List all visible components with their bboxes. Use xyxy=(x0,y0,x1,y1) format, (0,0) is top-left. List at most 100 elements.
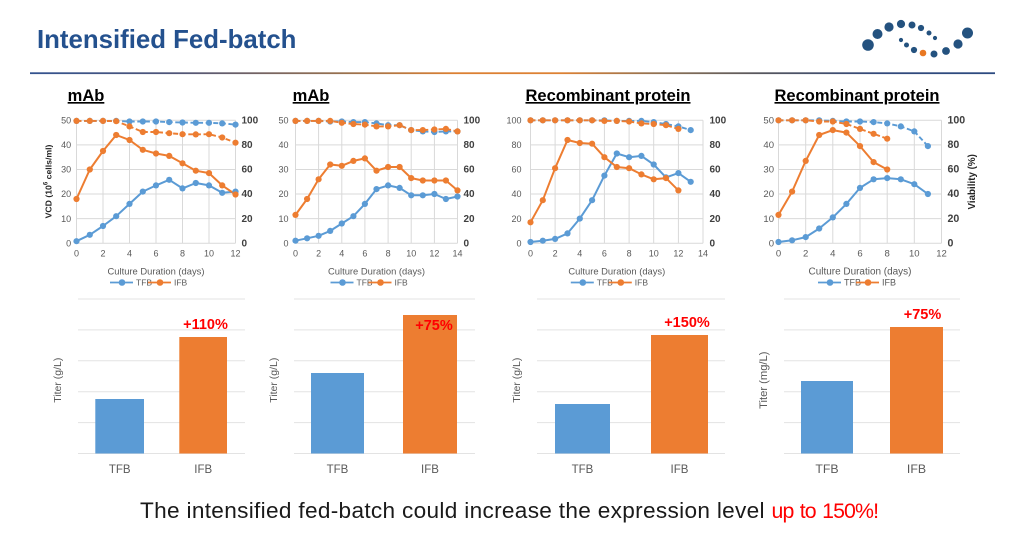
svg-text:10: 10 xyxy=(278,214,288,224)
svg-text:2: 2 xyxy=(316,249,321,259)
svg-text:0: 0 xyxy=(283,238,288,248)
svg-text:TFB: TFB xyxy=(572,464,594,476)
svg-text:IFB: IFB xyxy=(194,464,212,476)
svg-text:4: 4 xyxy=(830,249,836,260)
svg-text:2: 2 xyxy=(553,249,558,259)
svg-text:6: 6 xyxy=(153,249,158,259)
svg-text:14: 14 xyxy=(698,249,708,259)
svg-text:80: 80 xyxy=(464,140,476,151)
svg-text:IFB: IFB xyxy=(395,278,409,288)
svg-text:80: 80 xyxy=(948,139,960,151)
svg-text:40: 40 xyxy=(242,189,254,200)
svg-text:40: 40 xyxy=(710,189,722,200)
svg-text:10: 10 xyxy=(406,249,416,259)
svg-text:mAb: mAb xyxy=(293,87,330,105)
svg-text:20: 20 xyxy=(278,189,288,199)
svg-text:60: 60 xyxy=(242,165,254,176)
svg-text:30: 30 xyxy=(61,165,71,175)
svg-text:Recombinant protein: Recombinant protein xyxy=(774,87,939,105)
svg-text:TFB: TFB xyxy=(136,278,152,288)
svg-text:30: 30 xyxy=(763,165,774,176)
svg-text:60: 60 xyxy=(710,165,722,176)
svg-text:8: 8 xyxy=(627,249,632,259)
svg-text:IFB: IFB xyxy=(174,278,188,288)
svg-text:14: 14 xyxy=(452,249,462,259)
svg-text:+75%: +75% xyxy=(904,307,942,323)
svg-text:TFB: TFB xyxy=(327,464,349,476)
svg-text:IFB: IFB xyxy=(907,462,926,476)
svg-text:Viability (%): Viability (%) xyxy=(967,154,978,209)
svg-text:80: 80 xyxy=(242,140,254,151)
svg-text:Culture Duration (days): Culture Duration (days) xyxy=(568,266,665,277)
svg-text:100: 100 xyxy=(506,116,521,126)
svg-text:20: 20 xyxy=(61,189,71,199)
svg-text:12: 12 xyxy=(230,249,240,259)
svg-text:0: 0 xyxy=(776,249,781,260)
svg-text:6: 6 xyxy=(857,249,862,260)
svg-text:Recombinant protein: Recombinant protein xyxy=(525,87,690,105)
svg-text:100: 100 xyxy=(710,116,727,127)
svg-text:0: 0 xyxy=(516,238,521,248)
svg-text:8: 8 xyxy=(386,249,391,259)
svg-text:20: 20 xyxy=(710,214,722,225)
svg-text:8: 8 xyxy=(885,249,890,260)
svg-text:6: 6 xyxy=(362,249,367,259)
svg-text:Intensified Fed-batch: Intensified Fed-batch xyxy=(37,26,296,54)
svg-text:12: 12 xyxy=(673,249,683,259)
svg-text:IFB: IFB xyxy=(671,464,689,476)
svg-text:4: 4 xyxy=(577,249,582,259)
svg-text:12: 12 xyxy=(936,249,947,260)
svg-text:TFB: TFB xyxy=(109,464,131,476)
svg-text:2: 2 xyxy=(803,249,808,260)
svg-text:IFB: IFB xyxy=(635,278,649,288)
svg-text:60: 60 xyxy=(464,165,476,176)
svg-text:20: 20 xyxy=(242,214,254,225)
svg-text:10: 10 xyxy=(204,249,214,259)
svg-text:0: 0 xyxy=(242,238,248,249)
svg-text:Titer (g/L): Titer (g/L) xyxy=(511,358,523,403)
svg-text:40: 40 xyxy=(278,140,288,150)
svg-text:0: 0 xyxy=(464,238,470,249)
svg-text:20: 20 xyxy=(511,214,521,224)
svg-text:20: 20 xyxy=(464,214,476,225)
svg-text:4: 4 xyxy=(339,249,344,259)
svg-text:TFB: TFB xyxy=(815,462,838,476)
svg-text:mAb: mAb xyxy=(68,87,105,105)
svg-text:10: 10 xyxy=(909,249,920,260)
svg-text:Titer (g/L): Titer (g/L) xyxy=(52,358,64,403)
svg-text:12: 12 xyxy=(429,249,439,259)
svg-text:60: 60 xyxy=(948,164,960,176)
svg-text:0: 0 xyxy=(528,249,533,259)
svg-text:0: 0 xyxy=(74,249,79,259)
svg-text:0: 0 xyxy=(66,238,71,248)
svg-text:10: 10 xyxy=(763,214,774,225)
svg-text:0: 0 xyxy=(769,238,774,249)
svg-text:+150%: +150% xyxy=(664,315,710,331)
svg-text:TFB: TFB xyxy=(597,278,613,288)
svg-text:10: 10 xyxy=(61,214,71,224)
svg-text:VCD (106 cells/ml): VCD (106 cells/ml) xyxy=(44,144,54,218)
svg-text:50: 50 xyxy=(763,116,774,127)
svg-text:0: 0 xyxy=(710,238,716,249)
svg-text:40: 40 xyxy=(511,189,521,199)
svg-text:40: 40 xyxy=(763,140,774,151)
svg-text:50: 50 xyxy=(278,116,288,126)
svg-text:6: 6 xyxy=(602,249,607,259)
svg-text:100: 100 xyxy=(242,116,259,127)
svg-text:0: 0 xyxy=(948,237,954,249)
svg-text:40: 40 xyxy=(948,188,960,200)
svg-text:0: 0 xyxy=(293,249,298,259)
svg-text:50: 50 xyxy=(61,116,71,126)
svg-text:40: 40 xyxy=(61,140,71,150)
svg-text:Titer (mg/L): Titer (mg/L) xyxy=(758,351,770,409)
svg-text:40: 40 xyxy=(464,189,476,200)
svg-text:TFB: TFB xyxy=(844,278,861,288)
svg-text:Titer (g/L): Titer (g/L) xyxy=(268,358,280,403)
svg-text:+110%: +110% xyxy=(183,317,228,333)
svg-text:Culture Duration (days): Culture Duration (days) xyxy=(328,266,425,277)
svg-text:Culture Duration (days): Culture Duration (days) xyxy=(809,267,912,278)
svg-text:20: 20 xyxy=(763,189,774,200)
svg-text:60: 60 xyxy=(511,165,521,175)
svg-text:4: 4 xyxy=(127,249,132,259)
svg-text:30: 30 xyxy=(278,165,288,175)
